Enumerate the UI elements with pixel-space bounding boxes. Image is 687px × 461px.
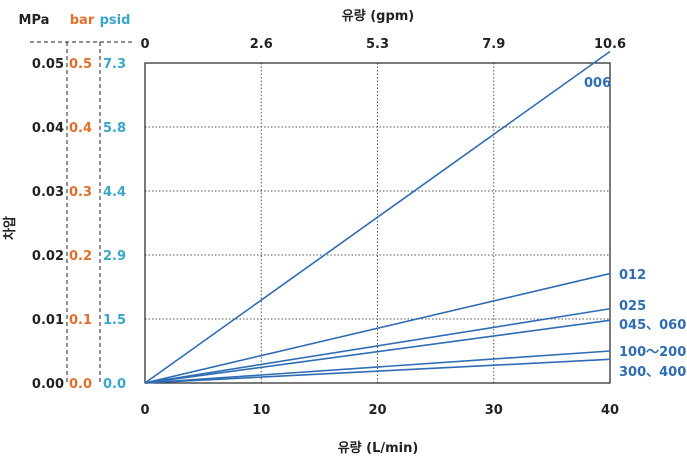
x2-tick-label: 10.6: [594, 37, 626, 52]
x2-axis-title: 유량 (gpm): [342, 9, 415, 24]
labels: 유량 (gpm) 유량 (L/min) 차압 MPa bar psid 006 0…: [2, 9, 686, 456]
series-label-5: 300、400: [619, 365, 686, 380]
y-tick-label-bar: 0.4: [69, 121, 92, 136]
x-axis-title: 유량 (L/min): [338, 441, 419, 456]
x2-tick-label: 0: [140, 37, 149, 52]
series-line-5: [144, 358, 611, 384]
y-tick-label-bar: 0.1: [69, 313, 92, 328]
series-label-3: 045、060: [619, 318, 686, 333]
unit-psid: psid: [100, 13, 131, 28]
y-tick-label-mpa: 0.02: [32, 249, 64, 264]
grid: [145, 63, 610, 383]
y-tick-label-mpa: 0.00: [32, 377, 64, 392]
y-tick-label-psid: 7.3: [103, 57, 126, 72]
series-line-1: [144, 272, 611, 384]
y-tick-label-bar: 0.0: [69, 377, 92, 392]
y-tick-label-mpa: 0.03: [32, 185, 64, 200]
x-tick-label: 40: [601, 403, 619, 418]
series-label-4: 100～200: [619, 345, 686, 360]
x2-tick-label: 5.3: [366, 37, 389, 52]
series-label-1: 012: [619, 268, 646, 283]
x2-tick-label: 2.6: [250, 37, 273, 52]
series-label-2: 025: [619, 299, 646, 314]
plot-frame: [144, 62, 611, 384]
y-tick-label-mpa: 0.01: [32, 313, 64, 328]
y-tick-label-psid: 4.4: [103, 185, 126, 200]
x-tick-label: 10: [252, 403, 270, 418]
axes: [30, 41, 611, 384]
y-tick-label-psid: 5.8: [103, 121, 126, 136]
y-tick-label-mpa: 0.04: [32, 121, 64, 136]
series-lines: [144, 50, 611, 384]
series-line-3: [144, 319, 611, 384]
y-tick-label-mpa: 0.05: [32, 57, 64, 72]
y-tick-label-psid: 0.0: [103, 377, 126, 392]
series-label-0: 006: [584, 76, 611, 91]
y-tick-label-bar: 0.5: [69, 57, 92, 72]
x2-tick-label: 7.9: [482, 37, 505, 52]
unit-bar: bar: [70, 13, 95, 28]
series-line-0: [144, 50, 611, 384]
y-tick-label-psid: 2.9: [103, 249, 126, 264]
y-tick-label-bar: 0.2: [69, 249, 92, 264]
unit-mpa: MPa: [19, 13, 50, 28]
x-tick-label: 0: [140, 403, 149, 418]
series-line-2: [144, 307, 611, 384]
y-tick-label-psid: 1.5: [103, 313, 126, 328]
y-tick-label-bar: 0.3: [69, 185, 92, 200]
x-tick-label: 30: [485, 403, 503, 418]
series-line-4: [144, 350, 611, 384]
x-tick-label: 20: [368, 403, 386, 418]
y-axis-title: 차압: [2, 216, 18, 240]
